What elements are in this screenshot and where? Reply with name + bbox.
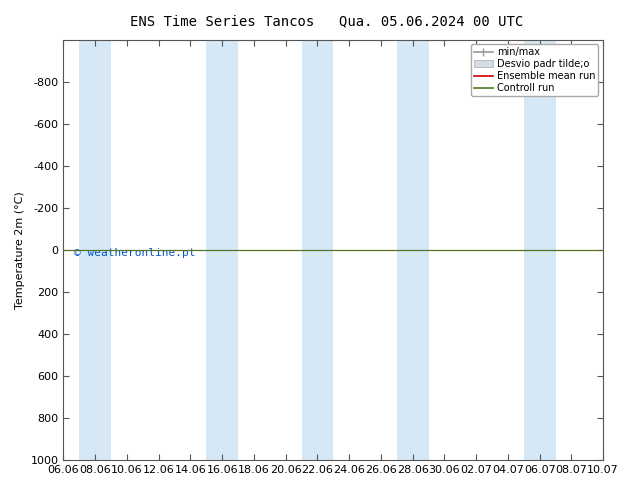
Text: Qua. 05.06.2024 00 UTC: Qua. 05.06.2024 00 UTC [339, 15, 523, 29]
Bar [302, 40, 333, 460]
Bar [524, 40, 555, 460]
Bar [79, 40, 111, 460]
Bar [206, 40, 238, 460]
Text: © weatheronline.pt: © weatheronline.pt [74, 248, 196, 258]
Y-axis label: Temperature 2m (°C): Temperature 2m (°C) [15, 191, 25, 309]
Legend: min/max, Desvio padr tilde;o, Ensemble mean run, Controll run: min/max, Desvio padr tilde;o, Ensemble m… [470, 45, 598, 96]
Bar [397, 40, 429, 460]
Text: ENS Time Series Tancos: ENS Time Series Tancos [130, 15, 314, 29]
